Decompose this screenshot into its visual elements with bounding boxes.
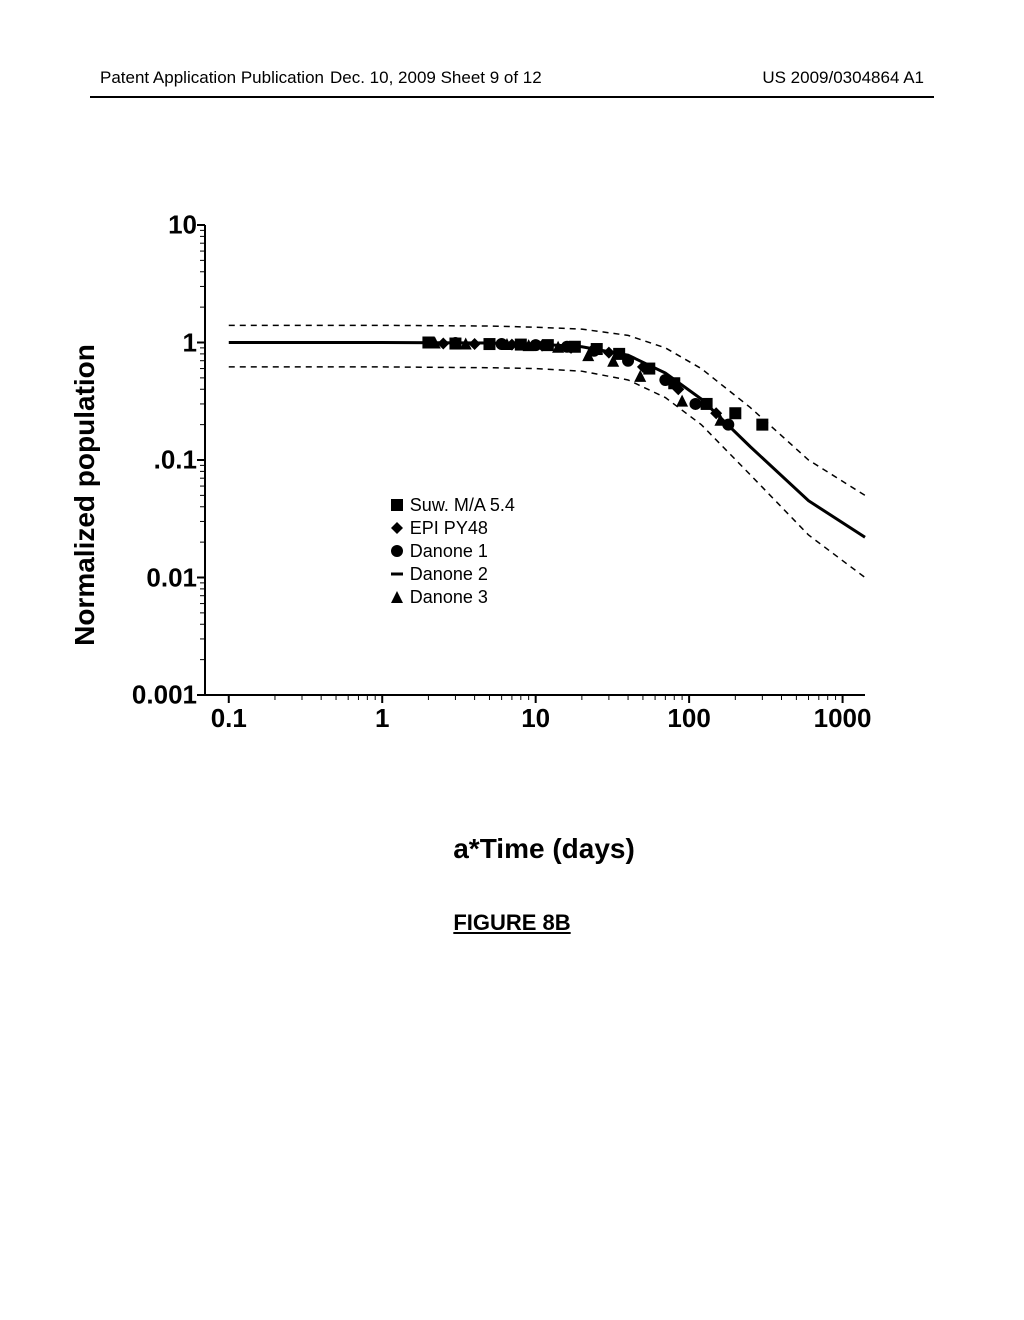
y-tick-label: 10 — [168, 210, 197, 241]
legend-label: Suw. M/A 5.4 — [410, 495, 515, 516]
header-left: Patent Application Publication — [100, 68, 324, 88]
y-axis-label: Normalized population — [69, 344, 101, 646]
legend-marker-icon — [390, 567, 404, 581]
x-tick-label: 1 — [375, 703, 389, 734]
legend-label: Danone 3 — [410, 587, 488, 608]
x-tick-label: 0.1 — [211, 703, 247, 734]
legend: Suw. M/A 5.4EPI PY48Danone 1Danone 2Dano… — [390, 493, 515, 610]
legend-item: Danone 2 — [390, 564, 515, 585]
legend-item: EPI PY48 — [390, 518, 515, 539]
legend-item: Danone 3 — [390, 587, 515, 608]
chart-container: Normalized population 0.0010.01.0.11100.… — [115, 225, 895, 765]
figure-caption: FIGURE 8B — [453, 910, 570, 936]
legend-marker-icon — [390, 590, 404, 604]
y-tick-label: .0.1 — [154, 445, 197, 476]
y-tick-label: 0.01 — [146, 562, 197, 593]
header-right: US 2009/0304864 A1 — [762, 68, 924, 88]
legend-marker-icon — [390, 498, 404, 512]
legend-item: Suw. M/A 5.4 — [390, 495, 515, 516]
x-tick-label: 10 — [521, 703, 550, 734]
legend-item: Danone 1 — [390, 541, 515, 562]
legend-label: Danone 2 — [410, 564, 488, 585]
legend-marker-icon — [390, 544, 404, 558]
x-tick-label: 1000 — [814, 703, 872, 734]
plot-svg — [205, 225, 865, 695]
x-tick-label: 100 — [667, 703, 710, 734]
plot-area: 0.0010.01.0.11100.11101001000Suw. M/A 5.… — [205, 225, 865, 695]
header-middle: Dec. 10, 2009 Sheet 9 of 12 — [330, 68, 542, 88]
legend-label: Danone 1 — [410, 541, 488, 562]
x-axis-label: a*Time (days) — [453, 833, 635, 865]
header-rule — [90, 96, 934, 98]
legend-label: EPI PY48 — [410, 518, 488, 539]
y-tick-label: 0.001 — [132, 680, 197, 711]
y-tick-label: 1 — [183, 327, 197, 358]
legend-marker-icon — [390, 521, 404, 535]
